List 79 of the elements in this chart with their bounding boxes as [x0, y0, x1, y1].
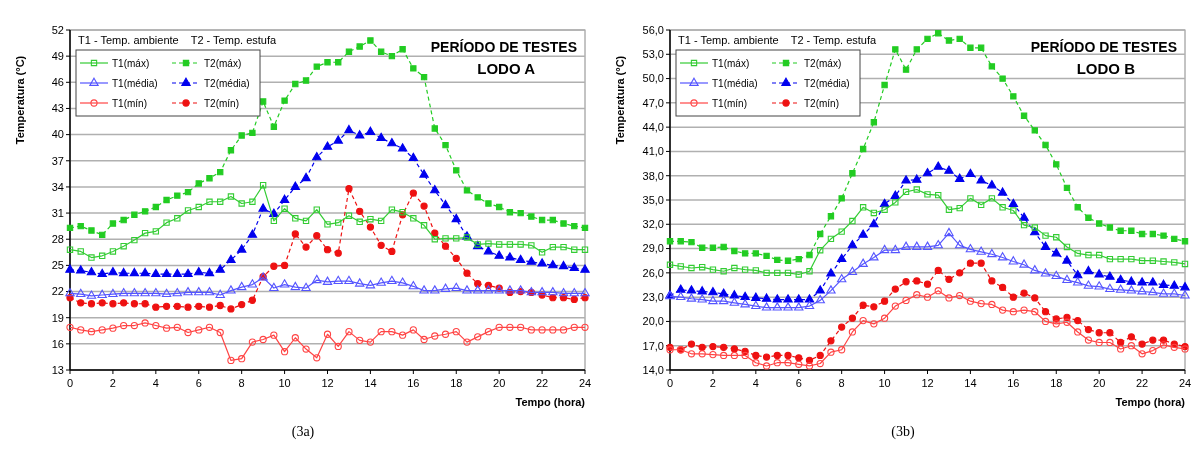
x-tick-label: 10: [878, 377, 891, 389]
text: PERÍODO DE TESTES: [430, 39, 577, 55]
x-tick-label: 20: [493, 377, 506, 389]
legend-label: T2(máx): [204, 57, 242, 69]
text: LODO A: [477, 60, 536, 77]
x-tick-label: 8: [838, 377, 845, 389]
y-tick-label: 53,0: [642, 48, 664, 61]
x-tick-label: 12: [321, 377, 334, 389]
y-tick-label: 44,0: [642, 120, 664, 133]
y-axis-title: Temperatura (°C): [14, 55, 26, 145]
x-tick-label: 18: [1050, 377, 1063, 389]
text: LODO B: [1076, 60, 1136, 77]
x-tick-label: 16: [1007, 377, 1020, 389]
y-tick-label: 56,0: [642, 23, 664, 36]
y-tick-label: 14,0: [642, 363, 664, 376]
y-tick-label: 41,0: [642, 145, 664, 158]
legend-label: T2(mín): [804, 97, 839, 109]
x-tick-label: 24: [578, 377, 592, 389]
x-tick-label: 6: [195, 377, 202, 389]
y-tick-label: 19: [51, 311, 64, 324]
y-tick-label: 49: [51, 50, 64, 62]
legend-label: T1(média): [112, 77, 158, 89]
x-tick-label: 12: [921, 377, 934, 389]
legend-label: T1(mín): [112, 97, 147, 109]
y-tick-label: 23,0: [642, 290, 664, 303]
text: (3b): [891, 424, 915, 440]
x-tick-label: 8: [238, 377, 245, 389]
x-tick-label: 10: [278, 377, 291, 389]
x-tick-label: 24: [1178, 377, 1192, 389]
y-tick-label: 40: [51, 128, 64, 141]
text: (3a): [291, 424, 315, 440]
y-tick-label: 31: [51, 206, 64, 219]
legend-label: T2(máx): [804, 57, 842, 69]
y-tick-label: 37: [51, 154, 64, 167]
x-tick-label: 2: [709, 377, 716, 389]
x-tick-label: 22: [1135, 377, 1149, 389]
x-axis-title: Tempo (hora): [1115, 396, 1186, 408]
x-tick-label: 0: [666, 377, 674, 389]
x-axis-title: Tempo (hora): [515, 396, 586, 408]
y-tick-label: 29,0: [642, 242, 664, 255]
y-tick-label: 25: [51, 259, 64, 272]
y-axis-title: Temperatura (°C): [614, 55, 626, 145]
x-tick-label: 16: [407, 377, 420, 389]
x-tick-label: 22: [535, 377, 549, 389]
x-tick-label: 2: [109, 377, 116, 389]
legend-label: T2(média): [204, 77, 250, 89]
text: PERÍODO DE TESTES: [1030, 39, 1177, 55]
legend-label: T1(mín): [712, 97, 747, 109]
y-tick-label: 26,0: [642, 266, 664, 279]
x-tick-label: 18: [450, 377, 463, 389]
legend-label: T1(máx): [712, 57, 750, 69]
x-tick-label: 20: [1093, 377, 1106, 389]
y-tick-label: 46: [51, 76, 64, 89]
x-tick-label: 4: [752, 377, 759, 389]
y-tick-label: 35,0: [642, 193, 664, 206]
y-tick-label: 43: [51, 102, 64, 115]
x-tick-label: 4: [152, 377, 159, 389]
x-tick-label: 14: [964, 377, 977, 389]
y-tick-label: 50,0: [642, 72, 664, 85]
legend-title: T1 - Temp. ambiente T2 - Temp. estufa: [78, 34, 277, 46]
y-tick-label: 20,0: [642, 315, 664, 328]
x-tick-label: 0: [66, 377, 74, 389]
y-tick-label: 38,0: [642, 169, 664, 182]
y-tick-label: 28: [51, 233, 64, 246]
y-tick-label: 22: [51, 285, 64, 298]
y-tick-label: 17,0: [642, 339, 664, 352]
x-tick-label: 6: [795, 377, 802, 389]
y-tick-label: 34: [51, 180, 64, 193]
legend-label: T1(média): [712, 77, 758, 89]
legend-title: T1 - Temp. ambiente T2 - Temp. estufa: [678, 34, 877, 46]
legend-label: T2(média): [804, 77, 850, 89]
y-tick-label: 32,0: [642, 218, 664, 231]
y-tick-label: 16: [51, 337, 64, 350]
legend-label: T1(máx): [112, 57, 150, 69]
x-tick-label: 14: [364, 377, 377, 389]
y-tick-label: 47,0: [642, 96, 664, 109]
y-tick-label: 13: [51, 363, 64, 376]
y-tick-label: 52: [51, 23, 64, 36]
legend-label: T2(mín): [204, 97, 239, 109]
